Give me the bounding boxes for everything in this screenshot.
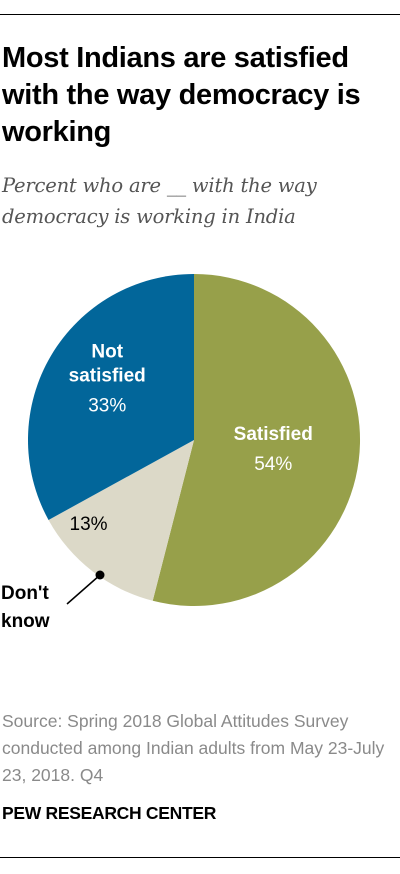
leader-line — [66, 574, 101, 605]
slice-label-satisfied: Satisfied — [234, 424, 313, 445]
pie-slice-not-satisfied — [27, 273, 195, 520]
top-rule — [0, 14, 400, 15]
slice-label-don-t-know: Don't know — [1, 583, 50, 630]
chart-title: Most Indians are satisfied with the way … — [2, 42, 361, 148]
slice-value-not-satisfied: 33% — [88, 396, 126, 417]
pie-slice-satisfied — [152, 274, 361, 606]
slice-value-satisfied: 54% — [254, 454, 292, 475]
source-note: Source: Spring 2018 Global Attitudes Sur… — [2, 711, 385, 785]
pie-slice-don-t-know — [48, 440, 194, 601]
pie-chart: Satisfied 54% 13% Don't know Not satisfied 33% — [1, 273, 361, 630]
slice-value-don-t-know: 13% — [70, 514, 108, 535]
footer-org: PEW RESEARCH CENTER — [2, 803, 217, 823]
bottom-rule — [0, 857, 400, 858]
chart-subtitle: Percent who are __ with the way democrac… — [2, 174, 317, 228]
slice-label-not-satisfied: Not satisfied — [69, 342, 146, 387]
